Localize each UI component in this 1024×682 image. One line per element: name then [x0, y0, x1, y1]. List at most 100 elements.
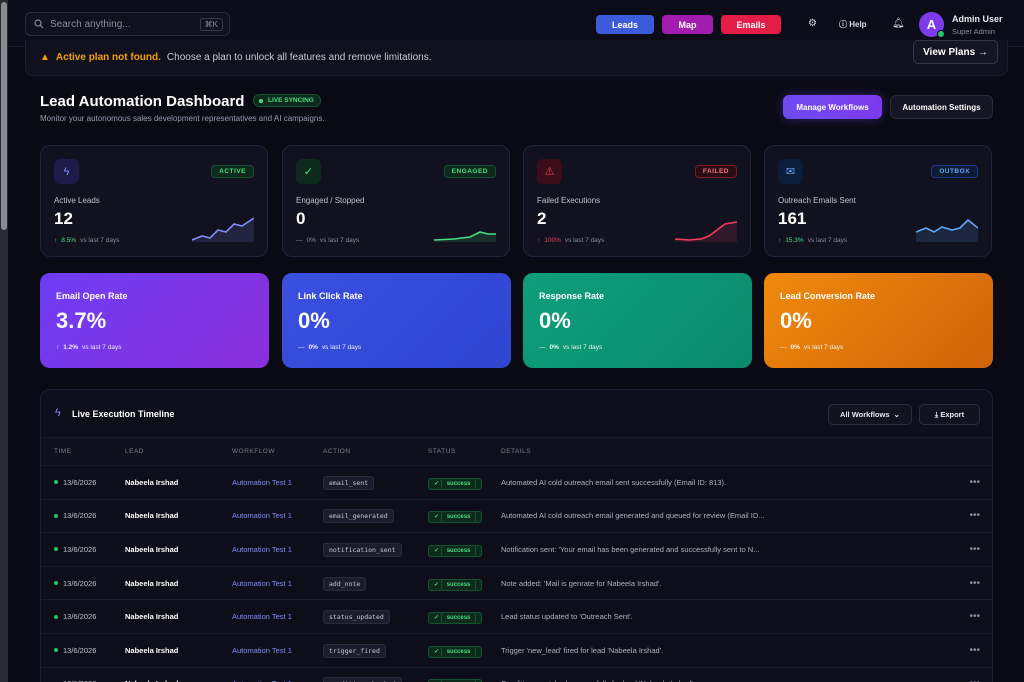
cell[interactable]: Automation Test 1: [232, 578, 292, 588]
cell: 13/6/2026: [54, 511, 125, 520]
map-button[interactable]: Map: [662, 15, 713, 34]
cell: ✓ success: [428, 612, 501, 625]
cell: Nabeela Irshad: [125, 477, 179, 487]
cell[interactable]: Automation Test 1: [232, 544, 292, 554]
action-tag: email_generated: [323, 509, 394, 524]
row-menu[interactable]: •••: [969, 510, 980, 522]
change-period: vs last 7 days: [562, 344, 603, 351]
cell[interactable]: Automation Test 1: [232, 511, 292, 521]
stat-icon: ϟ: [54, 159, 79, 184]
cell: Notification sent: 'Your email has been …: [501, 544, 760, 554]
banner-text: Choose a plan to unlock all features and…: [166, 52, 432, 63]
cell: ✓ success: [428, 511, 501, 524]
change-arrow: ↑: [56, 344, 60, 351]
status-badge: ✓ success: [428, 511, 483, 524]
status-badge: ✓ success: [428, 544, 483, 557]
help-button[interactable]: ⓘ Help: [839, 20, 867, 29]
top-bar: Search anything... ⌘K Leads Map Emails ⚙…: [8, 0, 1024, 47]
stat-card: ⚠ FAILED Failed Executions 2 ↑ 100% vs last 7 …: [523, 145, 751, 257]
cell: ✓ success: [428, 578, 501, 591]
column-header: DETAILS: [501, 448, 532, 455]
rate-value: 0%: [539, 308, 571, 333]
rate-label: Link Click Rate: [298, 291, 363, 301]
column-header: ACTION: [323, 448, 351, 455]
avatar[interactable]: A: [919, 12, 945, 38]
action-tag: add_note: [323, 576, 367, 591]
cell: ✓ success: [428, 679, 501, 682]
stat-card: ϟ ACTIVE Active Leads 12 ↑ 8.5% vs last 7 days: [40, 145, 268, 257]
stat-change: ↑ 15.3% vs last 7 days: [778, 237, 847, 244]
table-header: TIME LEAD WORKFLOW ACTION STATUS DETAILS: [41, 437, 992, 465]
change-period: vs last 7 days: [82, 344, 122, 351]
export-button[interactable]: ⤓ Export: [919, 404, 980, 425]
stat-label: Active Leads: [54, 196, 100, 205]
manage-workflows-button[interactable]: Manage Workflows: [783, 95, 882, 119]
leads-button[interactable]: Leads: [596, 15, 654, 34]
change-arrow: ↑: [54, 237, 58, 244]
action-tag: email_sent: [323, 475, 375, 490]
row-menu[interactable]: •••: [969, 476, 980, 488]
change-arrow: ↑: [778, 237, 782, 244]
scrollbar: [0, 0, 8, 682]
view-plans-button[interactable]: View Plans →: [913, 40, 998, 64]
cell: Nabeela Irshad: [125, 612, 179, 622]
search-box[interactable]: Search anything... ⌘K: [25, 12, 230, 36]
cell[interactable]: Automation Test 1: [232, 679, 323, 682]
status-text: success: [440, 612, 477, 625]
status-text: success: [440, 477, 477, 490]
page-title: Lead Automation Dashboard: [40, 93, 245, 110]
column-header: TIME: [54, 448, 72, 455]
row-menu[interactable]: •••: [951, 678, 992, 682]
timeline-panel: ϟ Live Execution Timeline All Workflows …: [40, 389, 993, 682]
status-text: success: [440, 679, 477, 682]
stat-icon: ✉: [778, 159, 803, 184]
row-menu[interactable]: •••: [969, 543, 980, 555]
change-value: 8.5%: [61, 237, 77, 244]
row-menu[interactable]: •••: [969, 577, 980, 589]
cell: email_sent: [323, 475, 428, 490]
notifications-icon[interactable]: 🔔︎: [892, 18, 905, 29]
change-arrow: —: [539, 344, 546, 351]
row-menu[interactable]: •••: [969, 611, 980, 623]
cell: Nabeela Irshad: [125, 645, 179, 655]
change-period: vs last 7 days: [321, 344, 362, 351]
automation-settings-button[interactable]: Automation Settings: [890, 95, 993, 119]
change-arrow: —: [296, 237, 303, 244]
action-tag: notification_sent: [323, 542, 402, 557]
status-badge: ✓ success: [428, 578, 483, 591]
cell: Nabeela Irshad: [125, 679, 232, 682]
change-arrow: —: [298, 344, 305, 351]
stat-value: 0: [296, 209, 306, 228]
workflow-filter[interactable]: All Workflows ⌄: [828, 404, 912, 425]
cell[interactable]: Automation Test 1: [232, 477, 292, 487]
cell: ✓ success: [428, 645, 501, 658]
timeline-title: Live Execution Timeline: [72, 409, 175, 419]
cell: email_generated: [323, 509, 428, 524]
stat-change: —0% vs last 7 days: [296, 237, 359, 244]
stat-label: Outreach Emails Sent: [778, 196, 856, 205]
rate-card: Lead Conversion Rate 0% —0% vs last 7 days: [764, 273, 993, 368]
status-badge: ✓ success: [428, 679, 483, 682]
cell[interactable]: Automation Test 1: [232, 645, 292, 655]
emails-button[interactable]: Emails: [721, 15, 781, 34]
change-period: vs last 7 days: [564, 237, 605, 244]
sparkline: [434, 231, 496, 242]
plan-banner: ▲ Active plan not found. Choose a plan t…: [25, 40, 1008, 76]
export-label: Export: [940, 410, 965, 419]
cell: 13/6/2026: [54, 646, 125, 655]
status-text: success: [440, 645, 477, 658]
cell: Nabeela Irshad: [125, 578, 179, 588]
cell[interactable]: Automation Test 1: [232, 612, 292, 622]
rate-card: Email Open Rate 3.7% ↑ 1.2% vs last 7 days: [40, 273, 269, 368]
settings-icon[interactable]: ⚙: [808, 18, 817, 29]
rate-card: Response Rate 0% —0% vs last 7 days: [523, 273, 752, 368]
row-menu[interactable]: •••: [969, 644, 980, 656]
rate-value: 0%: [298, 308, 330, 333]
stat-label: Failed Executions: [537, 196, 601, 205]
cell: add_note: [323, 576, 428, 591]
stat-badge: OUTBOX: [931, 165, 978, 178]
